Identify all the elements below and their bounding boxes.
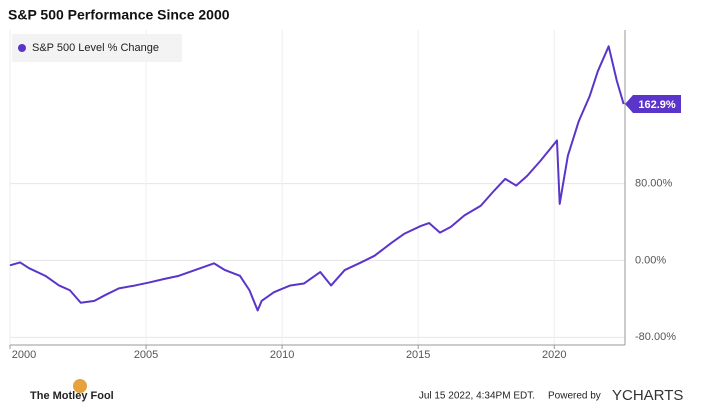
timestamp: Jul 15 2022, 4:34PM EDT. — [419, 391, 535, 402]
powered-by: Powered by — [548, 391, 601, 402]
x-tick-label: 2010 — [270, 349, 294, 361]
brand-logo — [73, 379, 87, 393]
value-tag — [625, 95, 681, 114]
brand: The Motley Fool — [30, 390, 114, 402]
provider: YCHARTS — [612, 387, 683, 404]
x-tick-label: 2015 — [406, 349, 430, 361]
line — [9, 45, 625, 312]
legend-label: S&P 500 Level % Change — [32, 42, 159, 54]
y-tick-label: 0.00% — [635, 254, 666, 266]
x-tick-label: 2020 — [542, 349, 566, 361]
x-tick-label: 2005 — [134, 349, 158, 361]
legend-box — [12, 34, 182, 62]
chart-title: S&P 500 Performance Since 2000 — [8, 7, 230, 23]
y-tick-label: 80.00% — [635, 178, 673, 190]
value-label: 162.9% — [638, 99, 676, 111]
legend-marker — [18, 44, 26, 52]
y-tick-label: -80.00% — [635, 331, 676, 343]
x-tick-label: 2000 — [12, 349, 36, 361]
